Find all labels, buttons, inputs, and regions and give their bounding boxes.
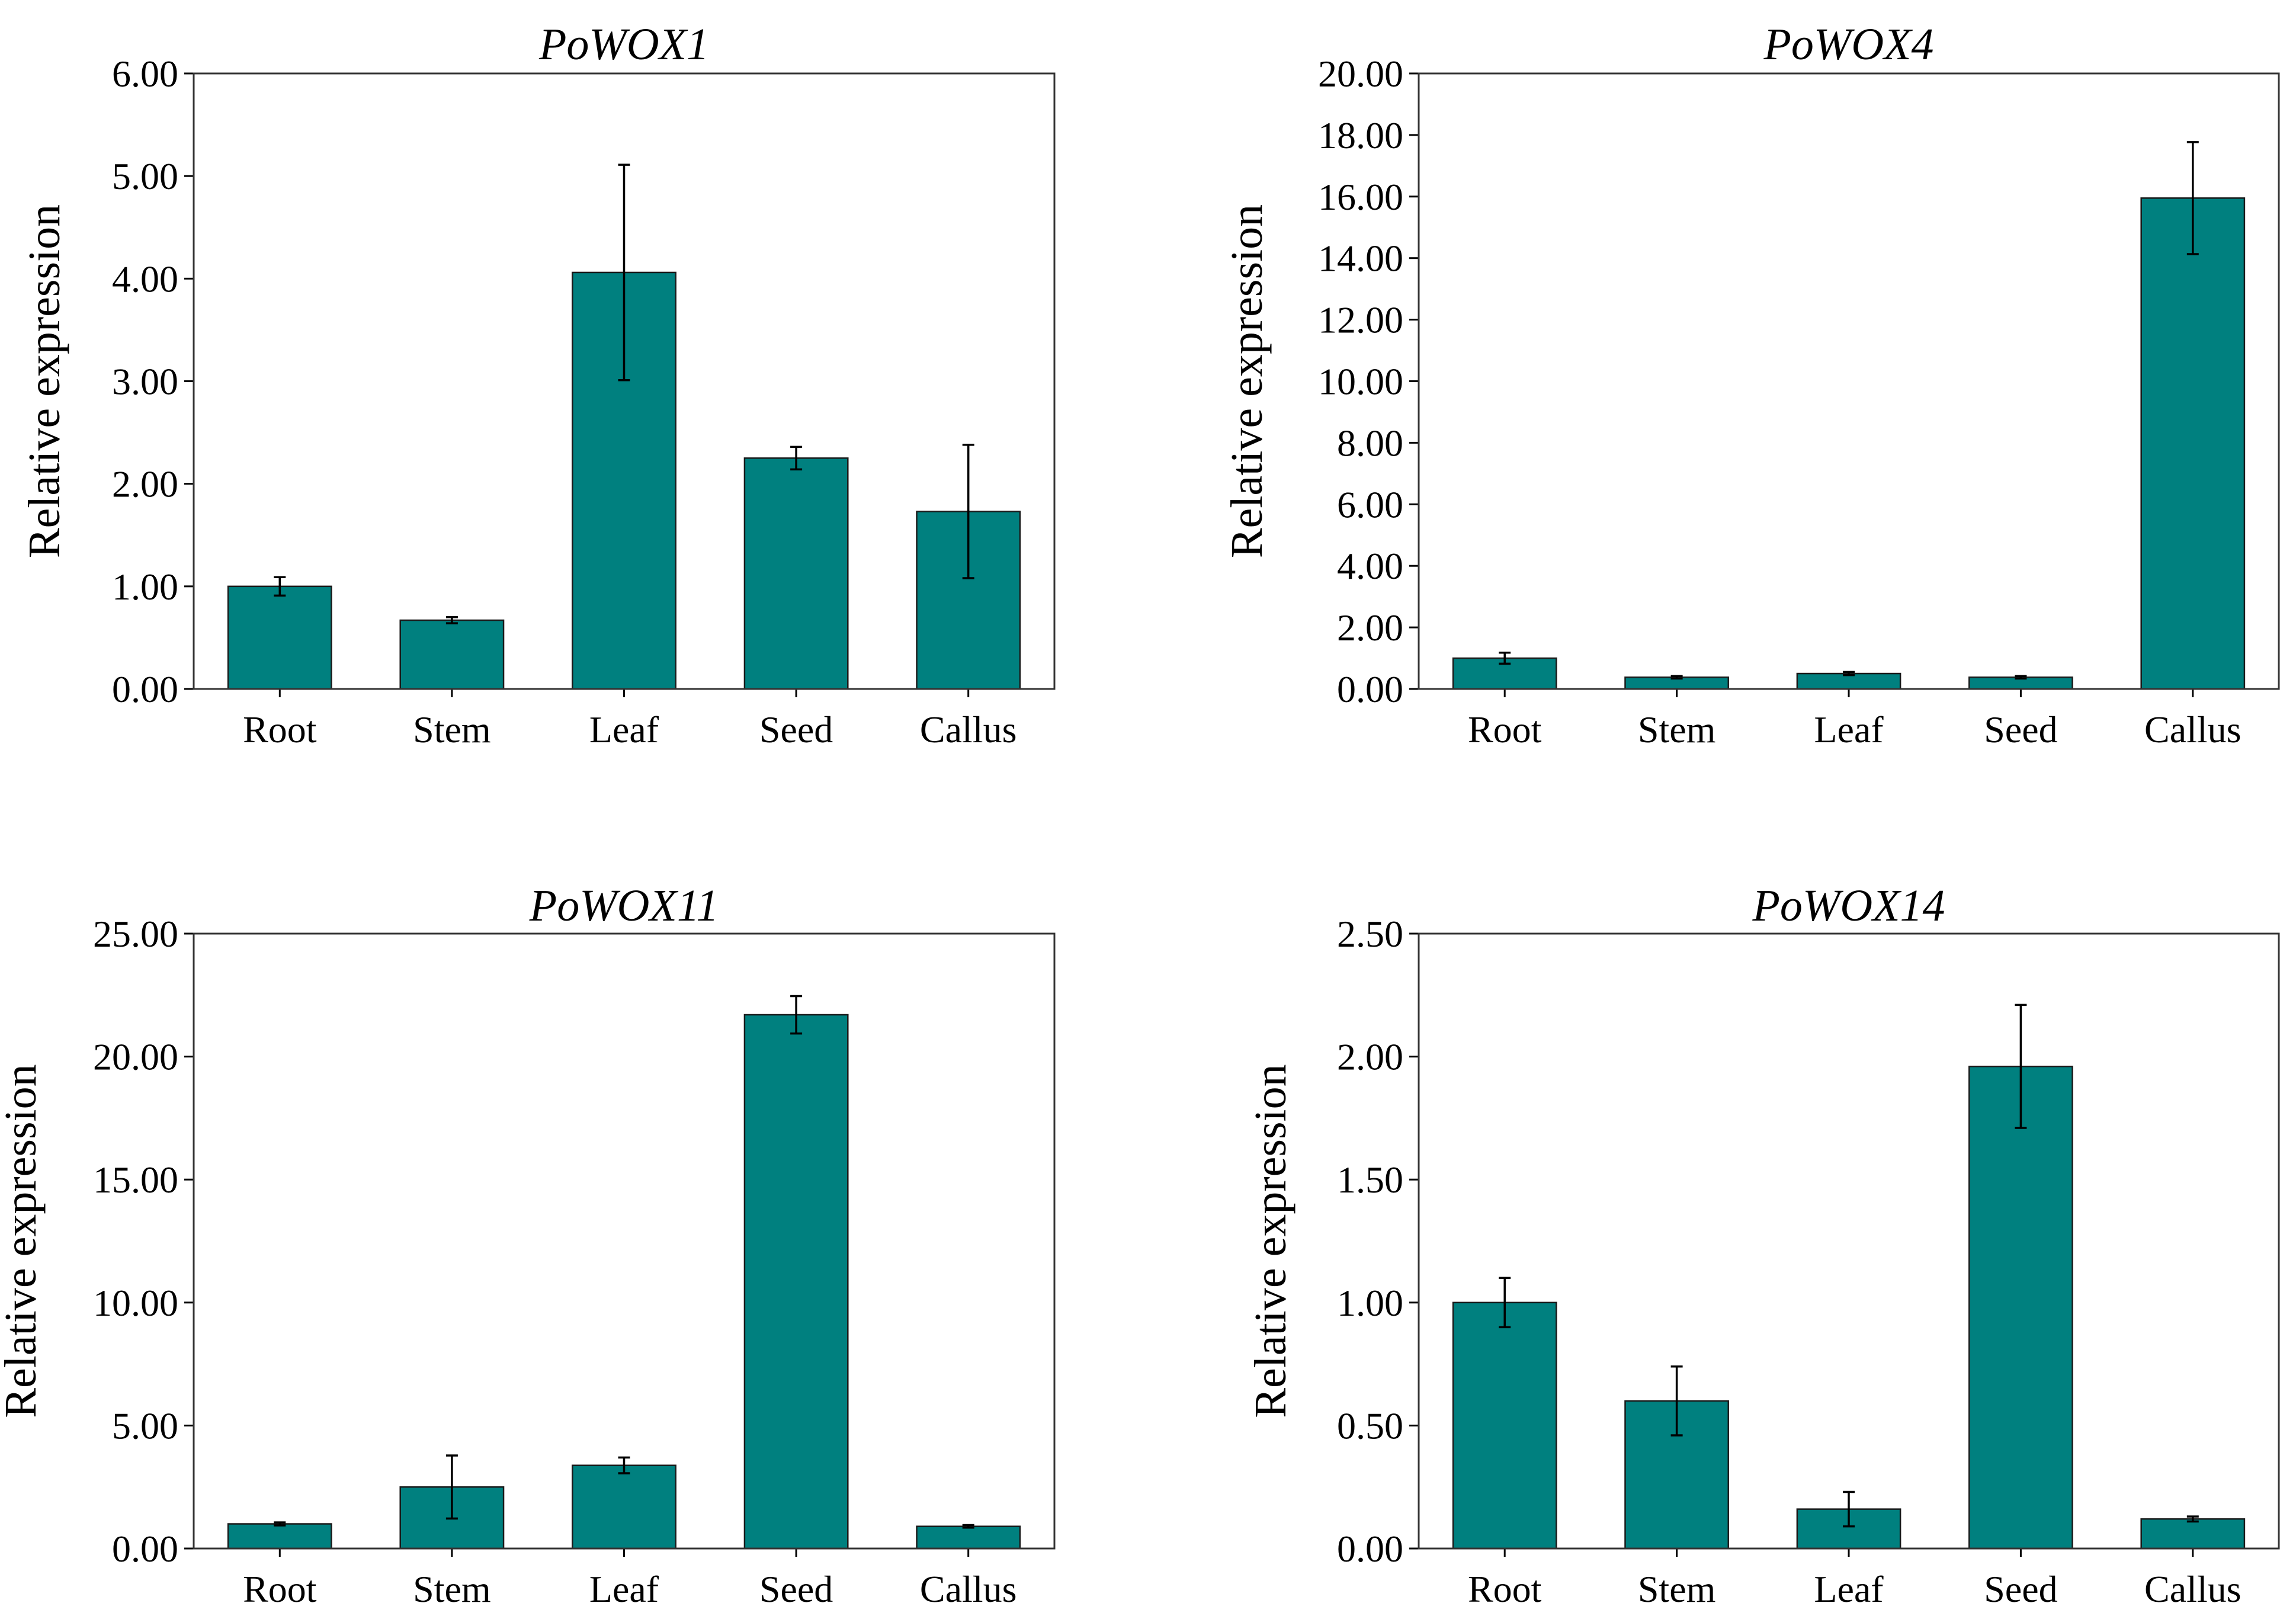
- x-tick-label-callus: Callus: [920, 1568, 1017, 1610]
- chart-panel-2: PoWOX4 Relative expression Root Stem Leaf See…: [1222, 20, 2280, 751]
- error-bar-leaf: [618, 163, 630, 381]
- x-tick-label-seed: Seed: [1984, 708, 2057, 751]
- error-bar-leaf: [1843, 1490, 1855, 1528]
- error-bar-seed: [790, 995, 803, 1035]
- x-tick-label-leaf: Leaf: [589, 708, 659, 751]
- x-tick-label-stem: Stem: [1638, 1568, 1716, 1610]
- bar-seed: [1968, 1065, 2073, 1550]
- error-bar-stem: [1670, 1365, 1683, 1437]
- bar-root: [227, 1523, 332, 1550]
- y-tick-label: 4.00: [1337, 545, 1403, 587]
- x-tick-label-callus: Callus: [920, 708, 1017, 751]
- y-tick-label: 15.00: [93, 1159, 178, 1201]
- chart-title: PoWOX4: [1763, 20, 1933, 69]
- y-tick-label: 0.00: [1337, 1528, 1403, 1570]
- bar-root: [227, 585, 332, 690]
- bar-root: [1452, 1301, 1557, 1550]
- error-bar-callus: [962, 444, 974, 579]
- error-bar-seed: [2015, 1004, 2027, 1129]
- error-bar-callus: [2186, 1515, 2199, 1523]
- y-axis-title: Relative expression: [1246, 1064, 1295, 1418]
- y-tick-label: 14.00: [1318, 238, 1403, 280]
- x-tick-label-stem: Stem: [413, 1568, 491, 1610]
- x-tick-label-seed: Seed: [759, 708, 833, 751]
- error-bar-root: [1499, 651, 1511, 665]
- error-bar-seed: [790, 445, 803, 471]
- y-tick-label: 10.00: [1318, 361, 1403, 403]
- bar-callus: [2140, 197, 2246, 690]
- x-tick-label-stem: Stem: [1638, 708, 1716, 751]
- error-bar-leaf: [1843, 671, 1855, 677]
- y-tick-label: 16.00: [1318, 176, 1403, 218]
- chart-title: PoWOX1: [538, 20, 709, 69]
- error-bar-root: [274, 1521, 286, 1527]
- y-tick-label: 0.00: [112, 1528, 178, 1570]
- y-tick-label: 18.00: [1318, 114, 1403, 156]
- x-tick-label-leaf: Leaf: [1814, 708, 1884, 751]
- bar-seed: [743, 457, 849, 690]
- y-tick-label: 6.00: [1337, 483, 1403, 525]
- y-tick-label: 20.00: [1318, 53, 1403, 95]
- error-bar-callus: [2186, 141, 2199, 255]
- y-tick-label: 4.00: [112, 258, 178, 300]
- y-tick-label: 12.00: [1318, 299, 1403, 341]
- chart-panel-1: PoWOX1 Relative expression Root Stem Leaf See…: [20, 20, 1056, 751]
- y-tick-label: 6.00: [112, 53, 178, 95]
- y-tick-label: 1.00: [112, 566, 178, 608]
- y-tick-label: 20.00: [93, 1036, 178, 1078]
- error-bar-root: [1499, 1277, 1511, 1329]
- y-tick-label: 2.00: [1337, 1036, 1403, 1078]
- plot-frame: [1418, 932, 2280, 1550]
- x-tick-label-callus: Callus: [2144, 708, 2242, 751]
- y-tick-label: 10.00: [93, 1282, 178, 1324]
- x-tick-label-root: Root: [1468, 708, 1542, 751]
- x-tick-label-callus: Callus: [2144, 1568, 2242, 1610]
- y-tick-label: 1.50: [1337, 1159, 1403, 1201]
- x-tick-label-root: Root: [1468, 1568, 1542, 1610]
- y-axis-title: Relative expression: [1222, 204, 1272, 558]
- bar-callus: [2140, 1518, 2246, 1550]
- error-bar-stem: [445, 1454, 458, 1520]
- y-tick-label: 5.00: [112, 1405, 178, 1447]
- x-tick-label-leaf: Leaf: [589, 1568, 659, 1610]
- x-tick-label-root: Root: [243, 708, 317, 751]
- y-tick-label: 2.50: [1337, 913, 1403, 955]
- bar-stem: [399, 619, 505, 690]
- bar-seed: [743, 1014, 849, 1550]
- plot-frame: [1418, 72, 2280, 690]
- x-tick-label-leaf: Leaf: [1814, 1568, 1884, 1610]
- plot-frame: [193, 72, 1056, 690]
- y-tick-label: 0.50: [1337, 1405, 1403, 1447]
- error-bar-stem: [1670, 675, 1683, 680]
- chart-title: PoWOX11: [529, 881, 719, 931]
- error-bar-leaf: [618, 1456, 630, 1474]
- y-tick-label: 3.00: [112, 361, 178, 403]
- error-bar-stem: [445, 616, 458, 624]
- x-tick-label-root: Root: [243, 1568, 317, 1610]
- y-axis-title: Relative expression: [0, 1064, 46, 1418]
- chart-title: PoWOX14: [1752, 881, 1945, 931]
- x-tick-label-seed: Seed: [1984, 1568, 2057, 1610]
- x-tick-label-stem: Stem: [413, 708, 491, 751]
- error-bar-seed: [2015, 675, 2027, 680]
- y-tick-label: 0.00: [1337, 668, 1403, 710]
- y-axis-title: Relative expression: [20, 204, 69, 558]
- plot-frame: [193, 932, 1056, 1550]
- y-tick-label: 2.00: [112, 463, 178, 505]
- bar-leaf: [572, 1464, 676, 1550]
- y-tick-label: 1.00: [1337, 1282, 1403, 1324]
- error-bar-callus: [962, 1524, 974, 1529]
- y-tick-label: 5.00: [112, 155, 178, 197]
- y-tick-label: 8.00: [1337, 422, 1403, 464]
- y-tick-label: 0.00: [112, 668, 178, 710]
- chart-panel-3: PoWOX11 Relative expression Root Stem Leaf Se…: [0, 881, 1056, 1610]
- y-tick-label: 25.00: [93, 913, 178, 955]
- chart-panel-4: PoWOX14 Relative expression Root Stem Leaf Se…: [1246, 881, 2280, 1610]
- x-tick-label-seed: Seed: [759, 1568, 833, 1610]
- error-bar-root: [274, 576, 286, 597]
- y-tick-label: 2.00: [1337, 607, 1403, 649]
- bar-callus: [916, 1525, 1021, 1550]
